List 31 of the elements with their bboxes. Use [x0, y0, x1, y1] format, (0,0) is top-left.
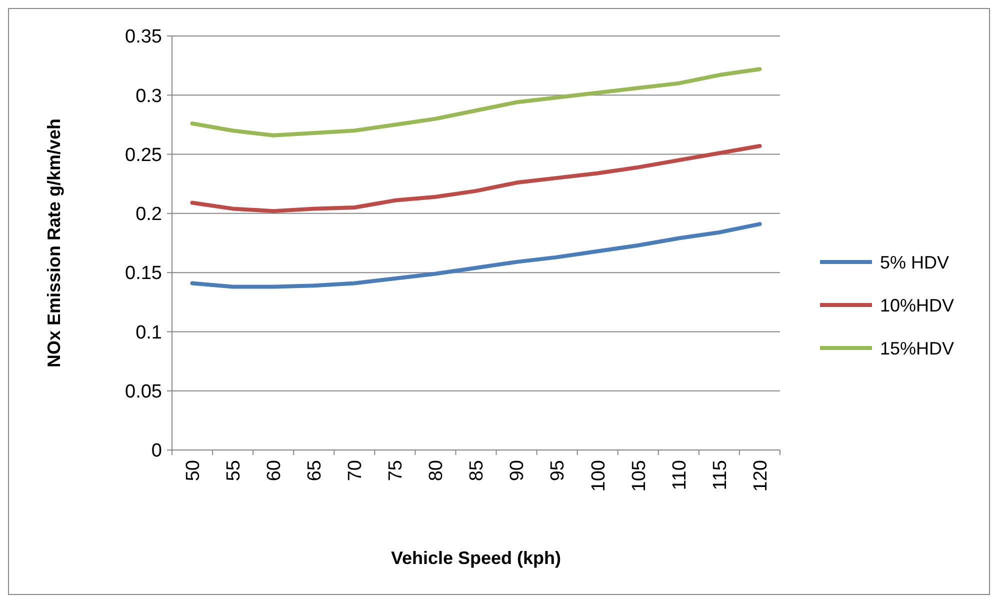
y-tick-label: 0.3 — [136, 86, 162, 107]
legend-label: 10%HDV — [880, 295, 954, 316]
y-tick-label: 0.2 — [136, 204, 162, 226]
x-axis-title: Vehicle Speed (kph) — [390, 548, 562, 568]
y-axis-title: NOx Emission Rate g/km/veh — [44, 118, 64, 368]
x-tick-label: 75 — [386, 460, 407, 482]
x-tick-label: 85 — [466, 460, 488, 482]
x-tick-label: 70 — [345, 460, 366, 482]
legend-label: 5% HDV — [880, 252, 950, 272]
x-tick-label: 110 — [669, 460, 690, 490]
x-tick-label: 80 — [426, 460, 448, 482]
y-tick-label: 0.05 — [125, 382, 162, 403]
x-tick-label: 100 — [588, 460, 610, 492]
y-tick-label: 0.1 — [136, 322, 162, 344]
x-tick-label: 95 — [548, 460, 569, 482]
y-tick-label: 0.35 — [125, 26, 162, 48]
x-tick-label: 120 — [750, 460, 772, 492]
y-tick-label: 0 — [151, 440, 162, 462]
x-tick-label: 105 — [628, 460, 650, 492]
x-tick-label: 55 — [223, 460, 244, 482]
line-series — [190, 144, 762, 214]
x-tick-label: 65 — [304, 460, 326, 482]
x-tick-label: 60 — [264, 460, 285, 482]
x-tick-label: 90 — [507, 460, 528, 482]
legend-label: 15%HDV — [880, 338, 954, 358]
x-tick-label: 115 — [710, 460, 731, 490]
line-series — [190, 67, 762, 138]
x-tick-label: 50 — [182, 460, 204, 482]
line-series — [190, 222, 762, 289]
y-tick-label: 0.25 — [125, 144, 162, 166]
y-tick-label: 0.15 — [125, 263, 162, 284]
